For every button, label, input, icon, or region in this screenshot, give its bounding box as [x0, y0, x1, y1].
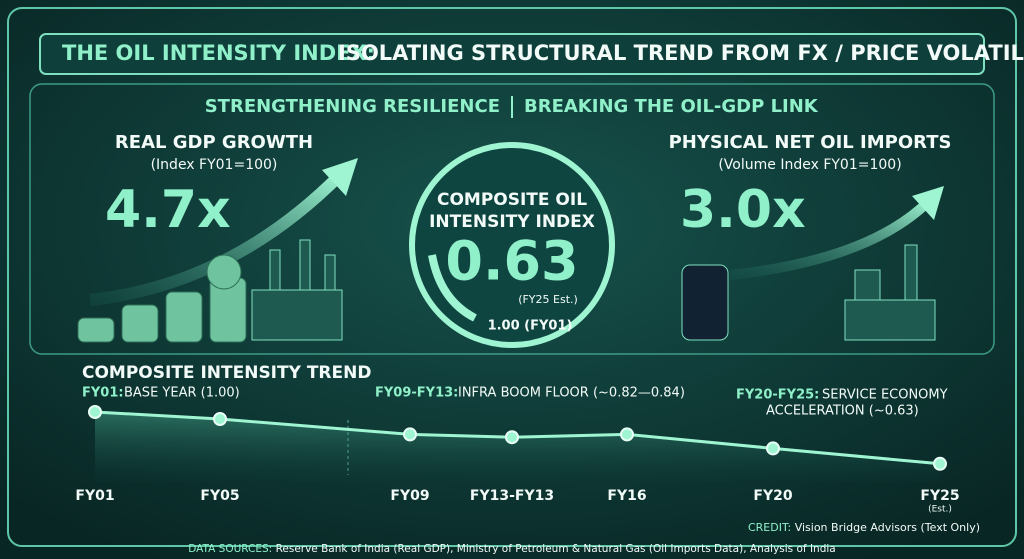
title-box [39, 33, 985, 75]
annotation-lead: FY01: [82, 386, 124, 401]
x-tick-label: FY05 [200, 488, 239, 504]
gdp-subtitle: (Index FY01=100) [151, 157, 278, 173]
trend-plot: FY01 FY05 FY09 FY13-FY13 FY16 FY20 FY25 [75, 405, 960, 504]
trend-point [88, 405, 102, 419]
trend-point [505, 430, 519, 445]
x-tick-label: FY20 [753, 488, 792, 504]
imports-value: 3.0x [680, 180, 806, 240]
sources-text: Reserve Bank of India (Real GDP), Minist… [276, 543, 836, 555]
x-tick-label: FY01 [75, 488, 114, 504]
center-arrow [428, 254, 477, 322]
factory [251, 239, 343, 341]
credit: CREDIT: Vision Bridge Advisors (Text Onl… [748, 521, 980, 534]
est-note: (Est.) [928, 505, 952, 515]
center-base: 1.00 (FY01) [488, 319, 573, 334]
barrel [681, 264, 729, 341]
annotation: BASE YEAR (1.00) [124, 386, 240, 401]
credit-lead: CREDIT: [748, 521, 791, 534]
x-tick-label: FY25 [920, 488, 959, 504]
banner-right: BREAKING THE OIL-GDP LINK [524, 96, 819, 117]
title-lead: THE OIL INTENSITY INDEX: [62, 41, 375, 65]
arrow-head [322, 158, 358, 196]
annotation-lead: FY20-FY25: [736, 388, 819, 403]
center-title-2: INTENSITY INDEX [429, 212, 595, 232]
index-ring [409, 142, 615, 348]
imports-arrow [729, 196, 934, 280]
annotation: ACCELERATION (~0.63) [766, 404, 919, 419]
refinery [844, 244, 936, 341]
credit-text: Vision Bridge Advisors (Text Only) [795, 521, 980, 534]
imports-title: PHYSICAL NET OIL IMPORTS [669, 132, 952, 153]
annotation: SERVICE ECONOMY [822, 388, 948, 403]
coins [77, 254, 247, 343]
gdp-title: REAL GDP GROWTH [115, 132, 313, 153]
trend-point [620, 427, 634, 442]
center-value: 0.63 [445, 230, 578, 293]
x-tick-label: FY13-FY13 [470, 488, 554, 504]
trend-point [213, 412, 227, 426]
center-value-note: (FY25 Est.) [518, 293, 578, 306]
trend-point [933, 456, 947, 471]
annotation-lead: FY09-FY13: [375, 386, 458, 401]
x-tick-label: FY09 [390, 488, 429, 504]
x-tick-label: FY16 [607, 488, 646, 504]
annotation: INFRA BOOM FLOOR (~0.82—0.84) [458, 386, 685, 401]
center-title-1: COMPOSITE OIL [437, 190, 587, 210]
trend-area [95, 412, 940, 482]
title: ISOLATING STRUCTURAL TREND FROM FX / PRI… [338, 41, 1024, 65]
panel [29, 83, 995, 355]
sources-lead: DATA SOURCES: [188, 543, 272, 555]
gdp-value: 4.7x [105, 180, 231, 240]
trend-point [403, 427, 417, 442]
arrow-head [912, 186, 944, 220]
sources: DATA SOURCES: Reserve Bank of India (Rea… [188, 543, 835, 555]
trend-point [766, 441, 780, 456]
banner-left: STRENGTHENING RESILIENCE [205, 96, 500, 117]
frame [7, 7, 1017, 547]
imports-subtitle: (Volume Index FY01=100) [718, 157, 901, 173]
trend-title: COMPOSITE INTENSITY TREND [82, 363, 371, 383]
